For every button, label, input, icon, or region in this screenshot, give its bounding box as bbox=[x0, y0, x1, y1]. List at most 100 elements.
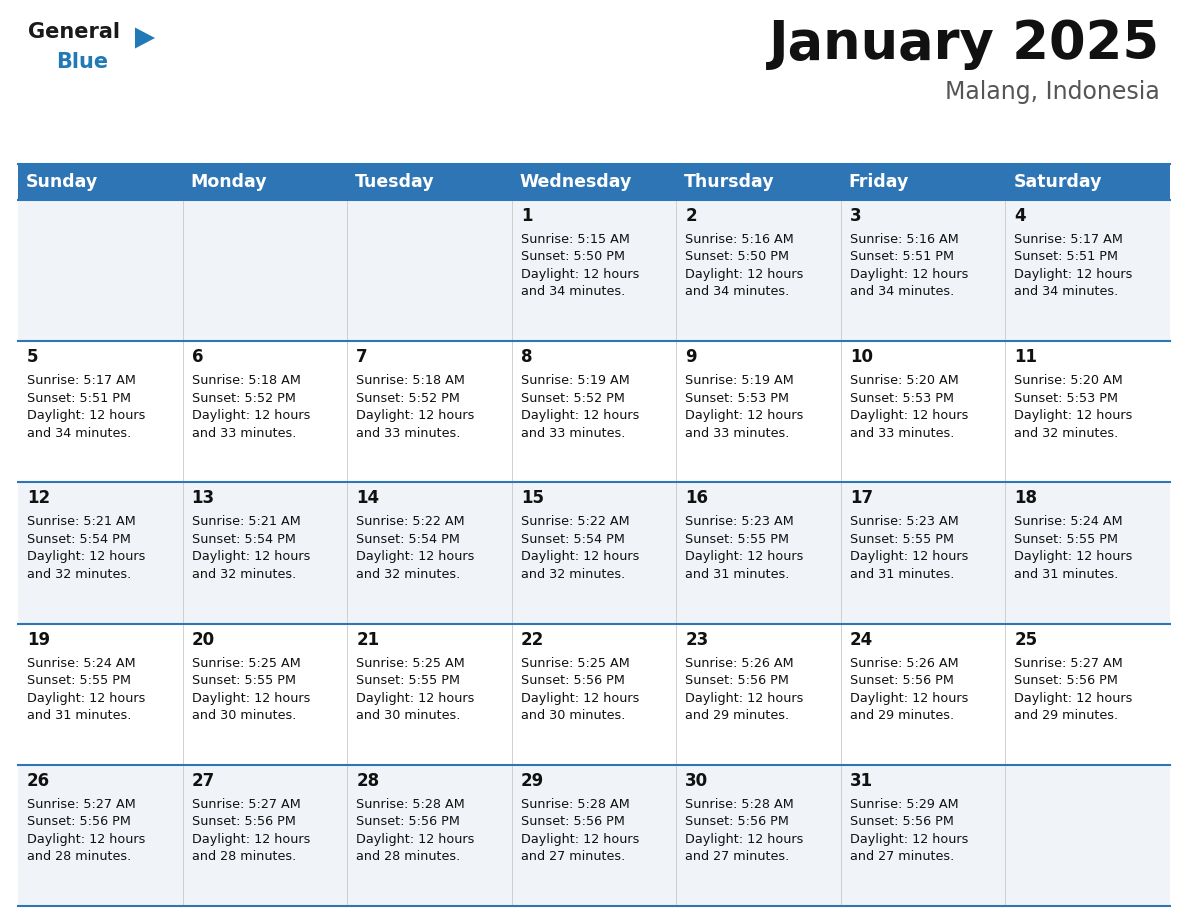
Text: Sunset: 5:56 PM: Sunset: 5:56 PM bbox=[685, 815, 789, 828]
Text: Sunset: 5:56 PM: Sunset: 5:56 PM bbox=[356, 815, 460, 828]
Text: Sunrise: 5:18 AM: Sunrise: 5:18 AM bbox=[191, 375, 301, 387]
Text: Daylight: 12 hours: Daylight: 12 hours bbox=[520, 409, 639, 422]
Text: Sunrise: 5:16 AM: Sunrise: 5:16 AM bbox=[685, 233, 794, 246]
Text: Sunset: 5:55 PM: Sunset: 5:55 PM bbox=[356, 674, 460, 687]
Text: Thursday: Thursday bbox=[684, 173, 775, 191]
Text: Sunset: 5:52 PM: Sunset: 5:52 PM bbox=[356, 392, 460, 405]
Text: 22: 22 bbox=[520, 631, 544, 649]
Text: 12: 12 bbox=[27, 489, 50, 508]
Text: Sunset: 5:55 PM: Sunset: 5:55 PM bbox=[191, 674, 296, 687]
Text: and 32 minutes.: and 32 minutes. bbox=[1015, 427, 1119, 440]
Text: Daylight: 12 hours: Daylight: 12 hours bbox=[520, 833, 639, 845]
Bar bbox=[18, 200, 1170, 341]
Text: Sunrise: 5:22 AM: Sunrise: 5:22 AM bbox=[520, 515, 630, 529]
Text: Sunset: 5:54 PM: Sunset: 5:54 PM bbox=[191, 533, 296, 546]
Text: 18: 18 bbox=[1015, 489, 1037, 508]
Text: Sunrise: 5:27 AM: Sunrise: 5:27 AM bbox=[191, 798, 301, 811]
Text: Sunset: 5:55 PM: Sunset: 5:55 PM bbox=[685, 533, 789, 546]
Text: and 33 minutes.: and 33 minutes. bbox=[191, 427, 296, 440]
Text: Daylight: 12 hours: Daylight: 12 hours bbox=[685, 551, 803, 564]
Text: Daylight: 12 hours: Daylight: 12 hours bbox=[27, 691, 145, 705]
Text: Sunset: 5:50 PM: Sunset: 5:50 PM bbox=[685, 251, 789, 263]
Text: and 31 minutes.: and 31 minutes. bbox=[685, 568, 790, 581]
Text: Sunrise: 5:23 AM: Sunrise: 5:23 AM bbox=[685, 515, 794, 529]
Text: and 30 minutes.: and 30 minutes. bbox=[520, 709, 625, 722]
Text: Sunrise: 5:27 AM: Sunrise: 5:27 AM bbox=[1015, 656, 1123, 669]
Text: and 34 minutes.: and 34 minutes. bbox=[520, 285, 625, 298]
Text: Sunset: 5:55 PM: Sunset: 5:55 PM bbox=[27, 674, 131, 687]
Text: Daylight: 12 hours: Daylight: 12 hours bbox=[849, 551, 968, 564]
Text: Sunrise: 5:21 AM: Sunrise: 5:21 AM bbox=[27, 515, 135, 529]
Text: and 32 minutes.: and 32 minutes. bbox=[191, 568, 296, 581]
Text: and 28 minutes.: and 28 minutes. bbox=[356, 850, 461, 863]
Text: Sunset: 5:55 PM: Sunset: 5:55 PM bbox=[1015, 533, 1118, 546]
Text: Sunrise: 5:17 AM: Sunrise: 5:17 AM bbox=[1015, 233, 1124, 246]
Text: Sunrise: 5:25 AM: Sunrise: 5:25 AM bbox=[191, 656, 301, 669]
Polygon shape bbox=[135, 28, 154, 49]
Text: 30: 30 bbox=[685, 772, 708, 789]
Text: Sunset: 5:55 PM: Sunset: 5:55 PM bbox=[849, 533, 954, 546]
Text: and 31 minutes.: and 31 minutes. bbox=[849, 568, 954, 581]
Text: and 34 minutes.: and 34 minutes. bbox=[27, 427, 131, 440]
Text: Daylight: 12 hours: Daylight: 12 hours bbox=[356, 833, 474, 845]
Text: Sunrise: 5:21 AM: Sunrise: 5:21 AM bbox=[191, 515, 301, 529]
Bar bbox=[18, 765, 1170, 906]
Text: Sunset: 5:54 PM: Sunset: 5:54 PM bbox=[356, 533, 460, 546]
Text: 7: 7 bbox=[356, 348, 368, 366]
Text: 25: 25 bbox=[1015, 631, 1037, 649]
Text: Sunrise: 5:23 AM: Sunrise: 5:23 AM bbox=[849, 515, 959, 529]
Text: 1: 1 bbox=[520, 207, 532, 225]
Text: Daylight: 12 hours: Daylight: 12 hours bbox=[191, 409, 310, 422]
Text: Daylight: 12 hours: Daylight: 12 hours bbox=[1015, 691, 1133, 705]
Text: 5: 5 bbox=[27, 348, 38, 366]
Text: Daylight: 12 hours: Daylight: 12 hours bbox=[520, 268, 639, 281]
Text: Sunrise: 5:19 AM: Sunrise: 5:19 AM bbox=[520, 375, 630, 387]
Text: Sunrise: 5:15 AM: Sunrise: 5:15 AM bbox=[520, 233, 630, 246]
Text: and 27 minutes.: and 27 minutes. bbox=[685, 850, 790, 863]
Text: Sunday: Sunday bbox=[26, 173, 99, 191]
Text: Sunset: 5:51 PM: Sunset: 5:51 PM bbox=[1015, 251, 1118, 263]
Text: Sunset: 5:51 PM: Sunset: 5:51 PM bbox=[849, 251, 954, 263]
Text: 29: 29 bbox=[520, 772, 544, 789]
Text: Sunset: 5:53 PM: Sunset: 5:53 PM bbox=[1015, 392, 1118, 405]
Text: and 31 minutes.: and 31 minutes. bbox=[1015, 568, 1119, 581]
Bar bbox=[18, 341, 1170, 482]
Text: Sunrise: 5:25 AM: Sunrise: 5:25 AM bbox=[520, 656, 630, 669]
Text: Sunset: 5:53 PM: Sunset: 5:53 PM bbox=[685, 392, 789, 405]
Text: Sunrise: 5:20 AM: Sunrise: 5:20 AM bbox=[1015, 375, 1123, 387]
Text: 23: 23 bbox=[685, 631, 708, 649]
Text: Daylight: 12 hours: Daylight: 12 hours bbox=[849, 268, 968, 281]
Text: and 33 minutes.: and 33 minutes. bbox=[685, 427, 790, 440]
Text: Saturday: Saturday bbox=[1013, 173, 1102, 191]
Text: Sunrise: 5:20 AM: Sunrise: 5:20 AM bbox=[849, 375, 959, 387]
Text: Sunset: 5:56 PM: Sunset: 5:56 PM bbox=[520, 815, 625, 828]
Text: and 34 minutes.: and 34 minutes. bbox=[685, 285, 790, 298]
Text: Sunrise: 5:18 AM: Sunrise: 5:18 AM bbox=[356, 375, 465, 387]
Text: Sunrise: 5:28 AM: Sunrise: 5:28 AM bbox=[356, 798, 465, 811]
Text: and 29 minutes.: and 29 minutes. bbox=[685, 709, 789, 722]
Text: Sunset: 5:56 PM: Sunset: 5:56 PM bbox=[1015, 674, 1118, 687]
Text: and 32 minutes.: and 32 minutes. bbox=[27, 568, 131, 581]
Text: Daylight: 12 hours: Daylight: 12 hours bbox=[520, 691, 639, 705]
Text: 21: 21 bbox=[356, 631, 379, 649]
Text: Sunset: 5:52 PM: Sunset: 5:52 PM bbox=[191, 392, 296, 405]
Text: 9: 9 bbox=[685, 348, 697, 366]
Text: Sunset: 5:56 PM: Sunset: 5:56 PM bbox=[27, 815, 131, 828]
Text: Sunset: 5:56 PM: Sunset: 5:56 PM bbox=[849, 674, 954, 687]
Text: Daylight: 12 hours: Daylight: 12 hours bbox=[356, 551, 474, 564]
Bar bbox=[18, 482, 1170, 623]
Text: Sunrise: 5:26 AM: Sunrise: 5:26 AM bbox=[685, 656, 794, 669]
Text: Wednesday: Wednesday bbox=[519, 173, 632, 191]
Text: and 33 minutes.: and 33 minutes. bbox=[849, 427, 954, 440]
Text: 8: 8 bbox=[520, 348, 532, 366]
Text: Daylight: 12 hours: Daylight: 12 hours bbox=[685, 833, 803, 845]
Text: and 29 minutes.: and 29 minutes. bbox=[1015, 709, 1119, 722]
Text: and 29 minutes.: and 29 minutes. bbox=[849, 709, 954, 722]
Text: Sunset: 5:56 PM: Sunset: 5:56 PM bbox=[849, 815, 954, 828]
Text: 20: 20 bbox=[191, 631, 215, 649]
Text: Sunrise: 5:28 AM: Sunrise: 5:28 AM bbox=[520, 798, 630, 811]
Text: 17: 17 bbox=[849, 489, 873, 508]
Text: Blue: Blue bbox=[56, 51, 108, 72]
Text: and 30 minutes.: and 30 minutes. bbox=[356, 709, 461, 722]
Text: and 27 minutes.: and 27 minutes. bbox=[849, 850, 954, 863]
